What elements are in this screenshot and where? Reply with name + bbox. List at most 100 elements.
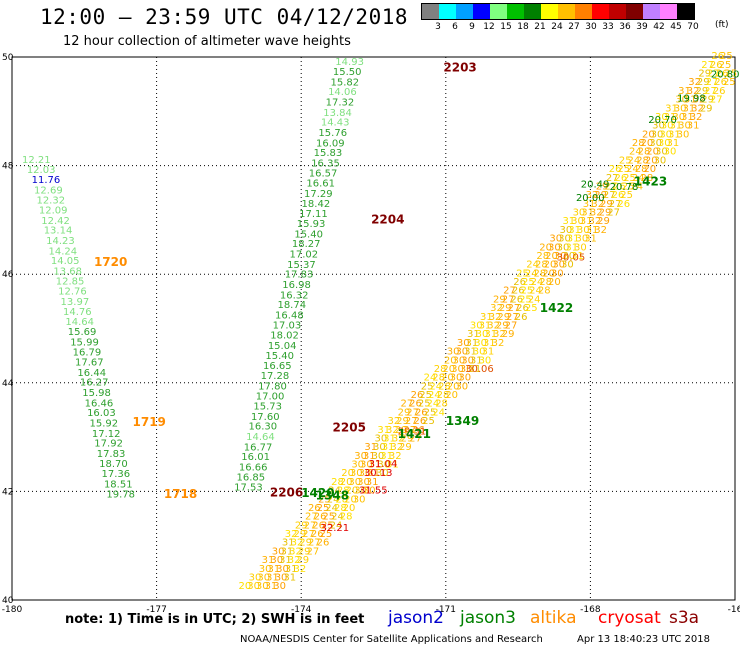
track-value-left: 14.05 [51,256,80,267]
track-value-right: 31 [280,546,293,557]
track-value-right: 32 [591,199,604,210]
track-value-highlight: 20.49 [581,179,610,190]
color-legend: 3 6 9 12 15 18 21 24 27 30 33 36 39 42 45 70 (ft) [421,3,729,34]
track-value-right: 27 [704,86,717,97]
track-value-right: 20 [341,468,354,479]
lat-tick-label: 40 [2,596,14,606]
lon-tick-label: -180 [2,605,23,615]
track-value-left: 12.76 [58,286,87,297]
track-value-right: 25 [719,60,732,71]
legend-label: 18 [517,22,529,32]
track-value-right: 30 [360,460,373,471]
track-value-right: 25 [321,520,334,531]
track-value-right: 27 [706,77,719,88]
track-value-right: 25 [623,173,636,184]
track-value-right: 32 [490,303,503,314]
track-value-mid: 16.66 [239,462,268,473]
track-value-mid: 16.01 [241,452,270,463]
track-value-left: 17.36 [102,469,131,480]
track-value-right: 31 [580,216,593,227]
track-value-right: 27 [308,538,321,549]
track-value-right: 24 [427,399,440,410]
track-value-right: 27 [406,407,419,418]
legend-swatch [558,4,575,19]
track-value-right: 31 [480,312,493,323]
track-value-right: 31 [267,564,280,575]
lat-tick-label: 48 [2,162,14,172]
track-value-right: 30 [479,355,492,366]
track-value-highlight: 20.70 [648,115,677,126]
track-value-right: 29 [697,77,710,88]
track-value-mid: 15.04 [268,341,297,352]
footer-note: note: 1) Time is in UTC; 2) SWH is in fe… [65,612,365,627]
track-value-right: 28 [536,251,549,262]
track-value-right: 30 [562,251,575,262]
track-value-right: 31 [367,468,380,479]
track-value-left: 11.76 [32,175,61,186]
legend-label: 27 [568,22,580,32]
track-value-right: 30 [655,147,668,158]
track-value-right: 26 [714,77,727,88]
track-value-right: 24 [429,381,442,392]
track-value-right: 29 [396,416,409,427]
track-value-right: 29 [700,103,713,114]
time-label: 1720 [94,255,127,269]
track-value-right: 28 [334,503,347,514]
track-value-right: 30 [451,364,464,375]
track-value-right: 28 [632,138,645,149]
track-value-right: 32 [691,103,704,114]
track-value-right: 20 [645,155,658,166]
track-value-right: 28 [432,373,445,384]
legend-swatch [575,4,592,19]
track-value-right: 30 [348,477,361,488]
track-value-right: 25 [422,416,435,427]
track-value-right: 29 [597,216,610,227]
track-value-right: 20 [441,373,454,384]
track-value-right: 26 [711,51,724,62]
track-value-right: 26 [710,60,723,71]
track-value-left: 18.51 [104,479,133,490]
track-value-mid: 17.80 [258,382,287,393]
track-value-right: 28 [340,512,353,523]
track-value-right: 32 [489,312,502,323]
track-value-right: 30 [455,347,468,358]
track-value-right: 26 [713,86,726,97]
track-value-right: 25 [617,164,630,175]
track-value-right: 31 [279,555,292,566]
track-value-right: 25 [723,77,736,88]
lat-tick-label: 42 [2,487,13,497]
track-value-right: 20 [646,147,659,158]
track-value-right: 29 [497,312,510,323]
legend-swatch [507,4,524,19]
time-label: 1421 [398,427,431,441]
track-value-mid: 15.83 [314,148,343,159]
track-value-right: 32 [590,208,603,219]
track-value-right: 29 [293,529,306,540]
track-value-right: 20 [548,277,561,288]
track-value-right: 25 [521,286,534,297]
track-value-right: 30 [259,564,272,575]
track-value-right: 29 [400,433,413,444]
track-value-mid: 15.40 [265,351,294,362]
track-value-right: 24 [632,173,645,184]
track-value-right: 27 [403,425,416,436]
track-value-right: 30 [457,338,470,349]
track-value-right: 31 [669,121,682,132]
track-value-right: 31 [265,581,278,592]
track-value-right: 30 [357,477,370,488]
track-value-right: 30 [353,494,366,505]
track-value-left: 12.42 [41,216,70,227]
track-value-mid: 17.03 [273,321,302,332]
track-value-mid: 17.02 [290,250,319,261]
track-value-right: 30 [363,486,376,497]
track-value-right: 26 [312,520,325,531]
track-value-right: 27 [502,294,515,305]
track-value-right: 28 [535,260,548,271]
track-value-right: 30 [560,225,573,236]
track-value-right: 27 [604,181,617,192]
track-value-right: 30 [453,355,466,366]
track-value-left: 15.99 [70,338,99,349]
track-value-right: 28 [438,381,451,392]
track-value-right: 28 [539,277,552,288]
time-label: 2204 [371,213,404,227]
